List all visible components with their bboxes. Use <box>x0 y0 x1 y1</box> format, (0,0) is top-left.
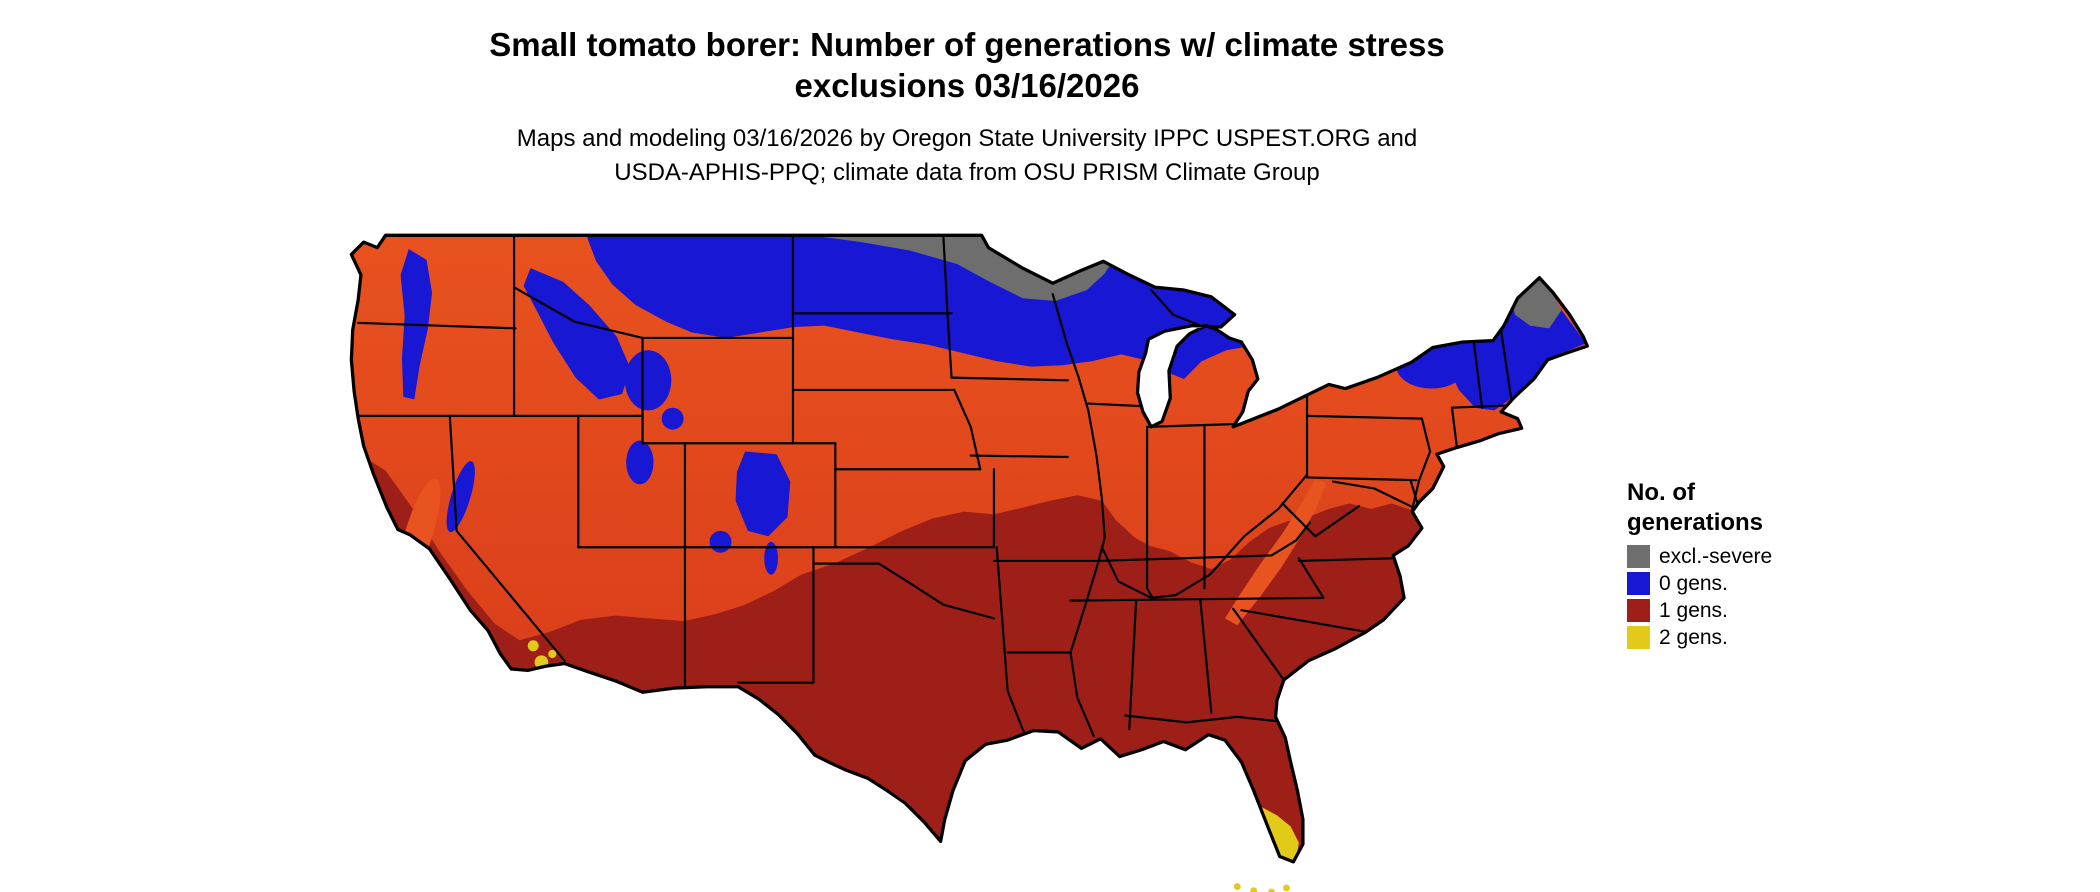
legend-swatch-two-gens <box>1627 626 1650 649</box>
legend-label-two-gens: 2 gens. <box>1659 625 1728 649</box>
figure-subtitle: Maps and modeling 03/16/2026 by Oregon S… <box>0 122 1934 190</box>
legend-swatch-one-gens <box>1627 599 1650 622</box>
legend-title: No. of generations <box>1627 478 1772 538</box>
figure-title-line2: exclusions 03/16/2026 <box>794 67 1140 104</box>
legend-item-two-gens: 2 gens. <box>1627 624 1772 651</box>
figure-title-line1: Small tomato borer: Number of generation… <box>489 26 1445 63</box>
legend-title-line1: No. of <box>1627 479 1695 506</box>
legend-swatch-zero-gens <box>1627 572 1650 595</box>
legend-swatch-excl-severe <box>1627 545 1650 568</box>
legend-item-excl-severe: excl.-severe <box>1627 543 1772 570</box>
legend-item-one-gens: 1 gens. <box>1627 597 1772 624</box>
legend-items: excl.-severe 0 gens. 1 gens. 2 gens. <box>1627 543 1772 651</box>
legend-label-zero-gens: 0 gens. <box>1659 571 1728 595</box>
legend-label-one-gens: 1 gens. <box>1659 598 1728 622</box>
figure-title: Small tomato borer: Number of generation… <box>0 24 1934 106</box>
legend-item-zero-gens: 0 gens. <box>1627 570 1772 597</box>
legend-title-line2: generations <box>1627 509 1764 536</box>
figure-subtitle-line1: Maps and modeling 03/16/2026 by Oregon S… <box>516 125 1418 152</box>
florida-keys <box>1233 883 1290 892</box>
state-borders <box>357 235 1523 738</box>
legend-label-excl-severe: excl.-severe <box>1659 544 1773 568</box>
legend: No. of generations excl.-severe 0 gens. … <box>1627 478 1772 651</box>
figure-subtitle-line2: USDA-APHIS-PPQ; climate data from OSU PR… <box>614 159 1320 186</box>
